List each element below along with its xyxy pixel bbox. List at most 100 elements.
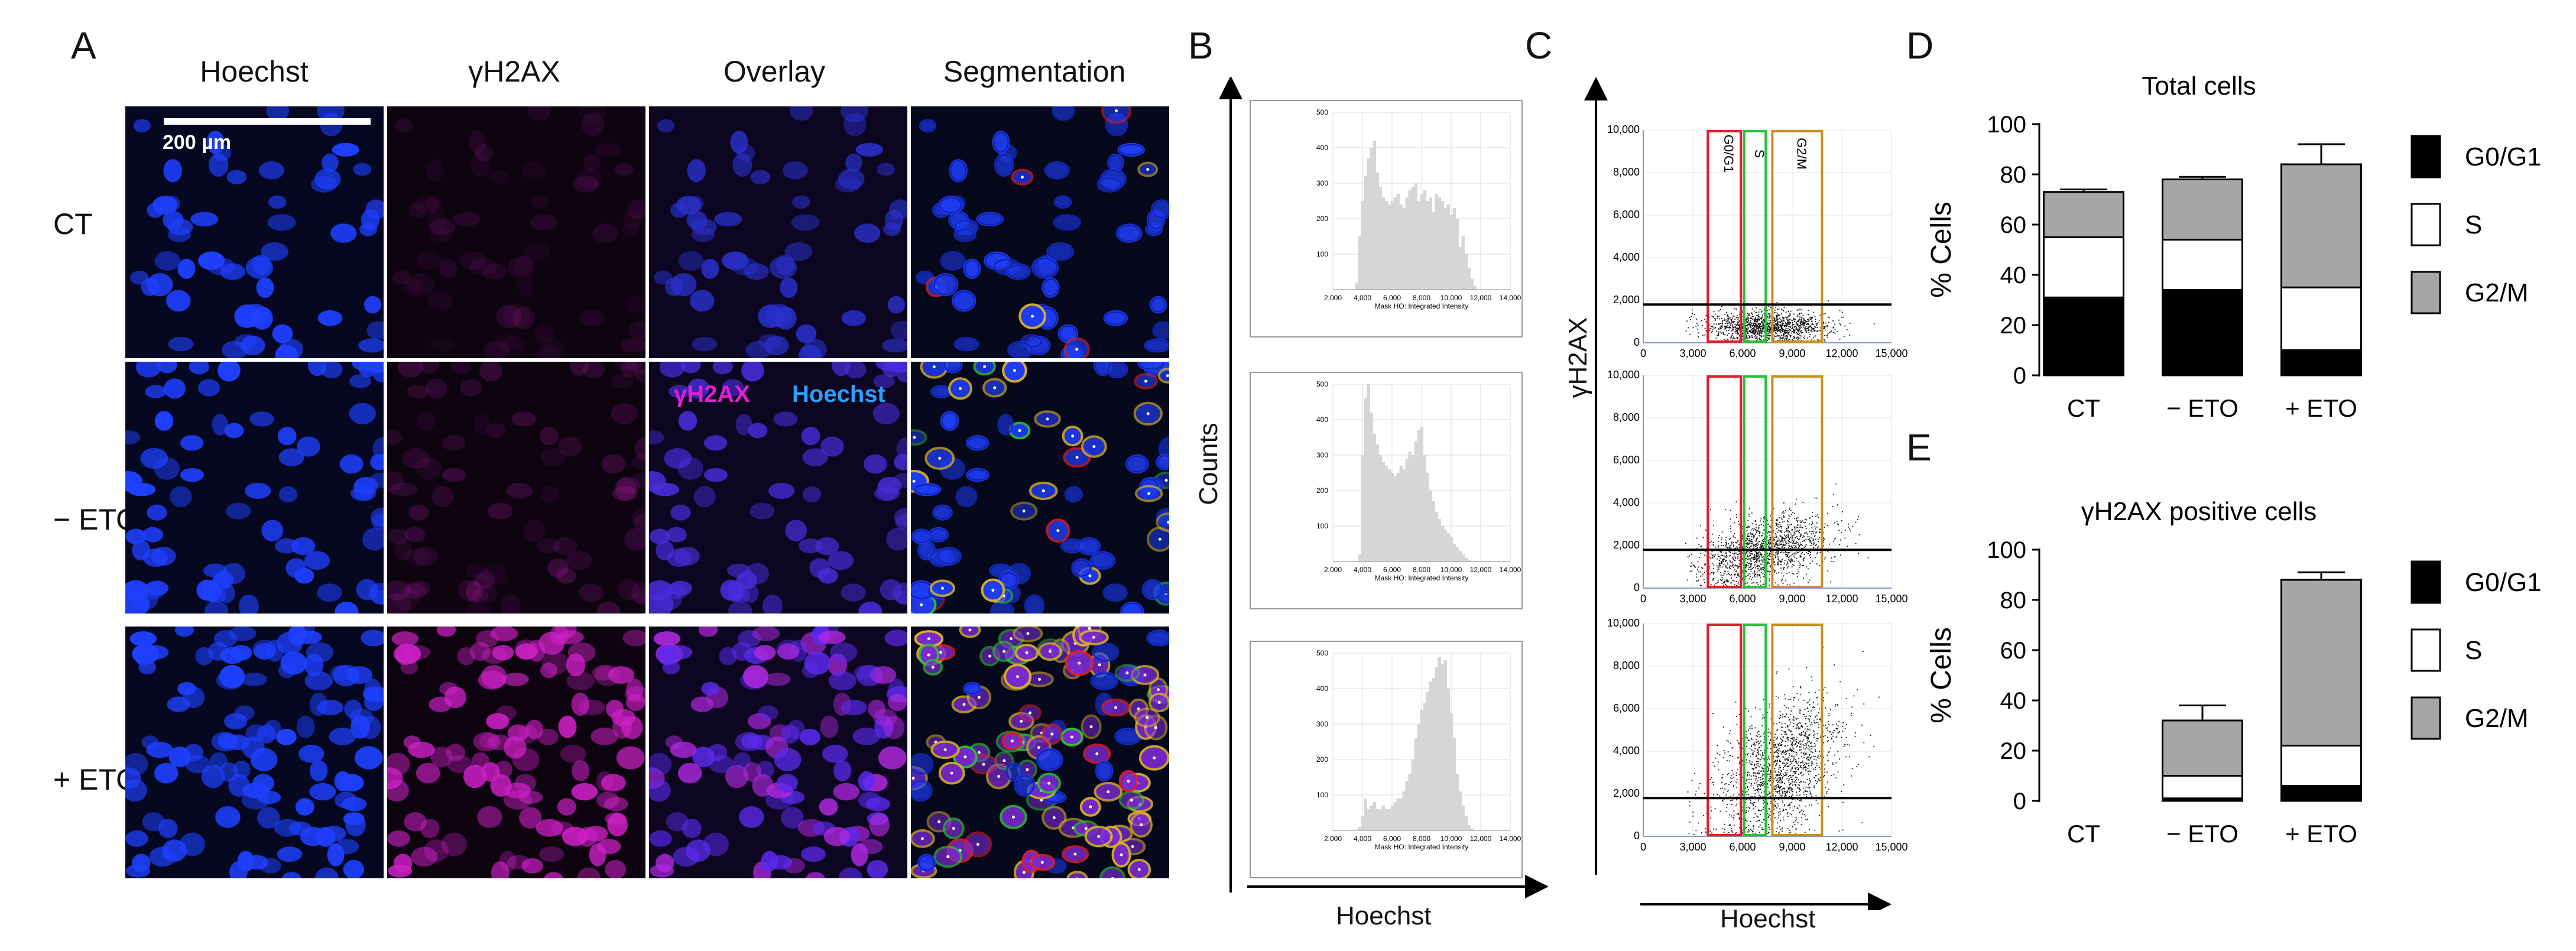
- scatter-point: [1760, 576, 1761, 578]
- scatter-point: [1777, 557, 1779, 559]
- scatter-point: [1757, 575, 1759, 577]
- scatter-point: [1750, 550, 1752, 552]
- scatter-point: [1799, 794, 1800, 796]
- scatter-point: [1797, 569, 1799, 571]
- scatter-point: [1808, 774, 1810, 775]
- hist-bar: [1375, 444, 1379, 561]
- scatter-point: [1731, 566, 1733, 567]
- scatter-point: [1773, 722, 1775, 724]
- scatter-point: [1759, 324, 1760, 326]
- scatter-point: [1773, 339, 1774, 341]
- scatter-point: [1863, 651, 1864, 653]
- scatter-point: [1798, 742, 1799, 744]
- scatter-point: [1735, 774, 1737, 776]
- scatter-point: [1753, 328, 1754, 330]
- scatter-point: [1737, 547, 1738, 549]
- scatter-point: [1814, 706, 1815, 708]
- scatter-point: [1809, 733, 1811, 735]
- scatter-point: [1710, 328, 1712, 330]
- scatter-point: [1809, 783, 1810, 784]
- scatter-point: [1761, 311, 1762, 313]
- scatter-point: [1829, 731, 1831, 733]
- scatter-point: [1795, 768, 1797, 770]
- scatter-point: [1815, 800, 1817, 801]
- scatter-point: [1775, 552, 1776, 554]
- scatter-point: [1813, 542, 1815, 544]
- scatter-point: [1826, 512, 1828, 514]
- scatter-point: [1802, 537, 1803, 538]
- scatter-point: [1820, 777, 1821, 778]
- scatter-point: [1746, 329, 1747, 330]
- scatter-point: [1843, 316, 1845, 318]
- scatter-point: [1827, 316, 1829, 318]
- scatter-point: [1746, 807, 1748, 809]
- scatter-point: [1700, 546, 1702, 547]
- scatter-point: [1818, 778, 1819, 780]
- scatter-point: [1780, 780, 1782, 782]
- scatter-point: [1757, 763, 1759, 765]
- bar-segment-s: [2280, 286, 2362, 351]
- scatter-point: [1745, 576, 1747, 577]
- scatter-point: [1748, 552, 1750, 554]
- scatter-point: [1697, 324, 1699, 326]
- scatter-point: [1806, 819, 1808, 820]
- scatter-point: [1797, 822, 1799, 823]
- scatter-point: [1756, 542, 1758, 544]
- scatter-point: [1806, 337, 1808, 339]
- scatter-point: [1750, 800, 1751, 801]
- scatter-point: [1730, 518, 1731, 520]
- scatter-point: [1713, 784, 1714, 786]
- scatter-point: [1770, 571, 1771, 573]
- scatter-point: [1790, 770, 1792, 772]
- scatter-point: [1781, 726, 1782, 728]
- scatter-point: [1797, 330, 1799, 332]
- scatter-point: [1777, 330, 1779, 332]
- scatter-point: [1819, 780, 1821, 781]
- scatter-point: [1802, 713, 1804, 715]
- scatter-point: [1805, 525, 1806, 527]
- scatter-point: [1754, 329, 1756, 330]
- scatter-point: [1748, 314, 1750, 316]
- scatter-point: [1774, 326, 1776, 328]
- scatter-point: [1792, 331, 1793, 333]
- scatter-point: [1827, 326, 1829, 327]
- scatter-point: [1724, 823, 1725, 825]
- scatter-point: [1746, 322, 1748, 324]
- scatter-point: [1746, 327, 1747, 329]
- scatter-point: [1801, 317, 1803, 319]
- scatter-point: [1858, 515, 1859, 517]
- scatter-point: [1757, 758, 1759, 759]
- scatter-point: [1751, 314, 1753, 315]
- scatter-point: [1787, 737, 1789, 739]
- scatter-point: [1746, 320, 1747, 322]
- scatter-point: [1804, 728, 1806, 730]
- scatter-point: [1788, 323, 1790, 324]
- scatter-point: [1752, 831, 1754, 832]
- scatter-point: [1823, 327, 1825, 329]
- scatter-point: [1775, 534, 1777, 536]
- scatter-point: [1761, 546, 1763, 547]
- scatter-point: [1753, 772, 1754, 774]
- scatter-point: [1738, 574, 1739, 576]
- scatter-point: [1812, 515, 1813, 517]
- scatter-point: [1787, 319, 1789, 321]
- scatter-point: [1754, 560, 1756, 562]
- scatter-point: [1757, 323, 1759, 324]
- scatter-point: [1774, 557, 1776, 559]
- scatter-point: [1746, 794, 1747, 796]
- scatter-point: [1776, 756, 1778, 758]
- scatter-point: [1774, 336, 1776, 337]
- scatter-point: [1760, 546, 1762, 547]
- scatter-point: [1731, 747, 1733, 749]
- scatter-point: [1819, 528, 1820, 530]
- scatter-point: [1793, 582, 1795, 584]
- scatter-point: [1766, 810, 1768, 812]
- scatter-point: [1747, 787, 1748, 788]
- scatter-point: [1833, 326, 1834, 328]
- scatter-point: [1808, 326, 1810, 327]
- scatter-point: [1759, 742, 1760, 744]
- scatter-point: [1770, 525, 1772, 527]
- scatter-point: [1748, 739, 1750, 741]
- scatter-ytick: 10,000: [1607, 124, 1640, 135]
